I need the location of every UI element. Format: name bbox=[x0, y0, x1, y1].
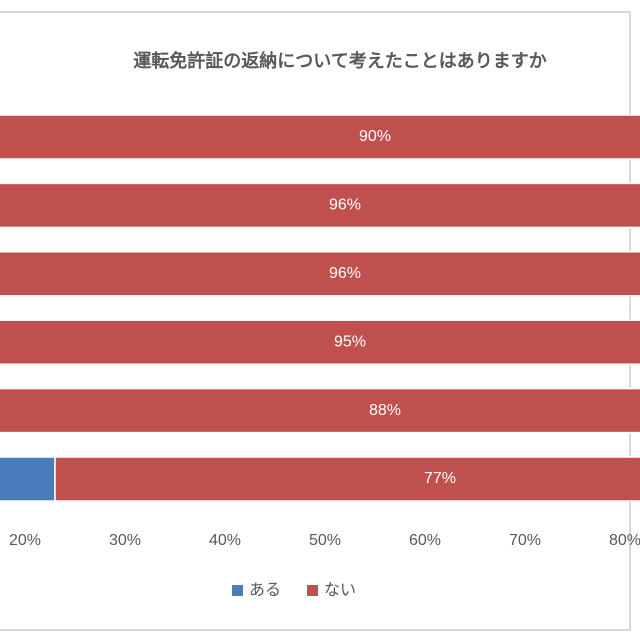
legend-label: ない bbox=[324, 581, 356, 599]
chart-title: 運転免許証の返納について考えたことはありますか bbox=[133, 50, 546, 71]
bar-segment bbox=[0, 319, 640, 365]
x-tick-label: 80% bbox=[609, 532, 640, 549]
bar-segment bbox=[54, 456, 640, 502]
value-label: 96% bbox=[329, 265, 361, 282]
legend-swatch bbox=[232, 585, 243, 596]
x-tick-label: 30% bbox=[109, 532, 141, 549]
bar-segment bbox=[0, 251, 640, 297]
value-label: 88% bbox=[369, 402, 401, 419]
x-tick-label: 40% bbox=[209, 532, 241, 549]
bar-segment bbox=[0, 387, 640, 434]
value-label: 90% bbox=[359, 128, 391, 145]
legend-swatch bbox=[307, 585, 319, 596]
x-tick-label: 20% bbox=[9, 532, 41, 549]
value-label: 96% bbox=[329, 197, 361, 214]
x-tick-label: 60% bbox=[409, 532, 441, 549]
value-label: 95% bbox=[334, 333, 366, 350]
bar-segment bbox=[0, 114, 640, 160]
value-label: 77% bbox=[424, 470, 456, 487]
bar-segment bbox=[0, 456, 56, 502]
bar-segment bbox=[0, 182, 640, 229]
legend-label: ある bbox=[249, 581, 281, 599]
x-tick-label: 70% bbox=[509, 532, 541, 549]
x-tick-label: 50% bbox=[309, 532, 341, 549]
